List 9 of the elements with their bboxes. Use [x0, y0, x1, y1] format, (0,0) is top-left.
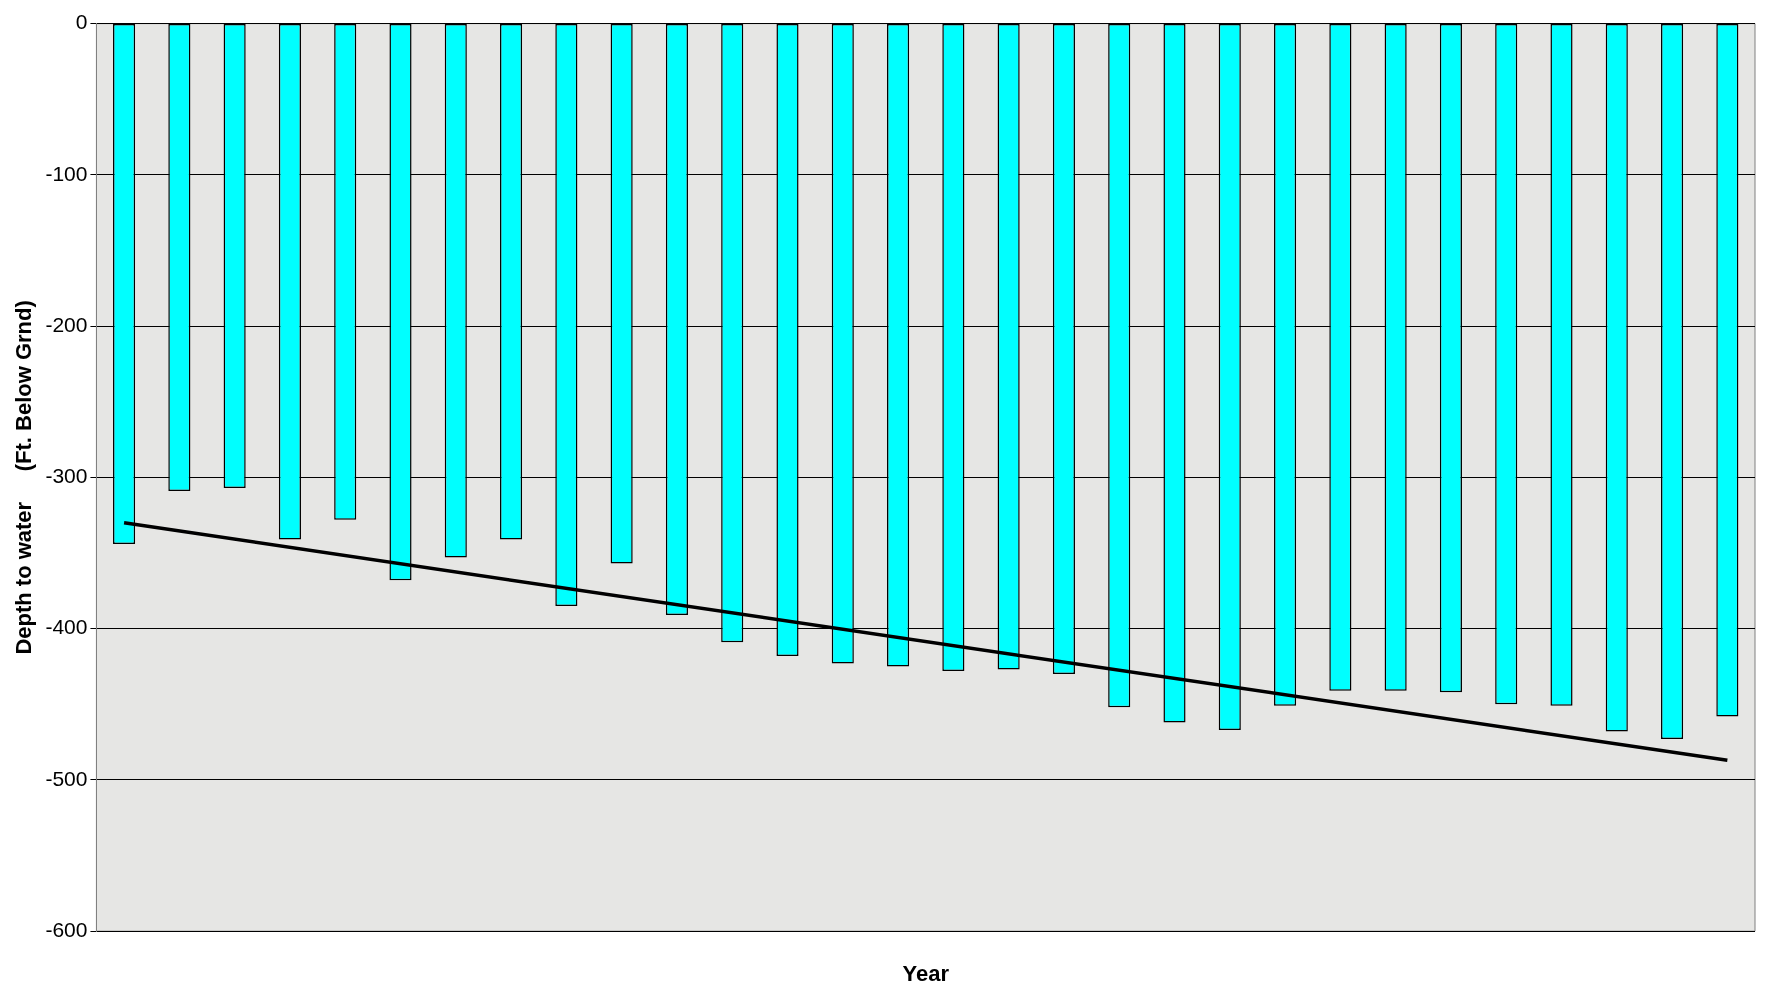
y-tick-label: -200 [45, 312, 88, 336]
y-tick-label: -500 [45, 766, 88, 790]
y-tick-label: -300 [45, 464, 88, 488]
y-tick-label: -400 [45, 615, 88, 639]
y-axis-title: Depth to water (Ft. Below Grnd) [11, 300, 37, 655]
x-axis-title: Year [902, 960, 950, 986]
y-tick-label: -100 [45, 161, 88, 185]
y-tick-label: 0 [75, 10, 88, 34]
y-tick-label: -600 [45, 918, 88, 941]
